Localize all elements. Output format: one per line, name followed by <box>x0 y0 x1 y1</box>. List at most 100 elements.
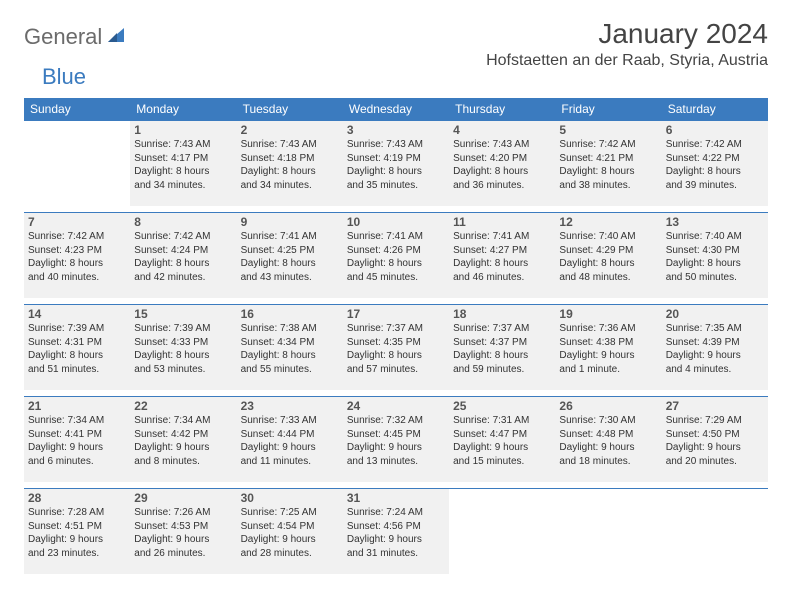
daylight-text: Daylight: 8 hours <box>134 257 232 271</box>
daylight-text: and 39 minutes. <box>666 179 764 193</box>
day-number: 5 <box>559 123 657 137</box>
sunset-text: Sunset: 4:33 PM <box>134 336 232 350</box>
day-number: 22 <box>134 399 232 413</box>
day-number: 8 <box>134 215 232 229</box>
day-info: Sunrise: 7:29 AMSunset: 4:50 PMDaylight:… <box>666 414 764 468</box>
weekday-header: Monday <box>130 98 236 120</box>
daylight-text: and 13 minutes. <box>347 455 445 469</box>
daylight-text: and 34 minutes. <box>241 179 339 193</box>
sunset-text: Sunset: 4:51 PM <box>28 520 126 534</box>
day-info: Sunrise: 7:36 AMSunset: 4:38 PMDaylight:… <box>559 322 657 376</box>
daylight-text: and 1 minute. <box>559 363 657 377</box>
daylight-text: Daylight: 9 hours <box>28 441 126 455</box>
day-info: Sunrise: 7:43 AMSunset: 4:20 PMDaylight:… <box>453 138 551 192</box>
daylight-text: and 51 minutes. <box>28 363 126 377</box>
sunrise-text: Sunrise: 7:42 AM <box>666 138 764 152</box>
daylight-text: Daylight: 9 hours <box>134 441 232 455</box>
calendar-cell <box>449 488 555 574</box>
daylight-text: Daylight: 9 hours <box>559 349 657 363</box>
daylight-text: Daylight: 8 hours <box>453 165 551 179</box>
day-number: 3 <box>347 123 445 137</box>
day-number: 31 <box>347 491 445 505</box>
daylight-text: and 45 minutes. <box>347 271 445 285</box>
month-title: January 2024 <box>486 18 768 50</box>
sunset-text: Sunset: 4:22 PM <box>666 152 764 166</box>
calendar-cell: 22Sunrise: 7:34 AMSunset: 4:42 PMDayligh… <box>130 396 236 482</box>
calendar-cell: 18Sunrise: 7:37 AMSunset: 4:37 PMDayligh… <box>449 304 555 390</box>
sunrise-text: Sunrise: 7:37 AM <box>453 322 551 336</box>
day-info: Sunrise: 7:31 AMSunset: 4:47 PMDaylight:… <box>453 414 551 468</box>
sunrise-text: Sunrise: 7:31 AM <box>453 414 551 428</box>
weekday-header: Wednesday <box>343 98 449 120</box>
calendar-cell: 10Sunrise: 7:41 AMSunset: 4:26 PMDayligh… <box>343 212 449 298</box>
day-cell: 6Sunrise: 7:42 AMSunset: 4:22 PMDaylight… <box>662 120 768 206</box>
logo: General <box>24 18 128 50</box>
sunset-text: Sunset: 4:41 PM <box>28 428 126 442</box>
sunrise-text: Sunrise: 7:33 AM <box>241 414 339 428</box>
day-info: Sunrise: 7:42 AMSunset: 4:21 PMDaylight:… <box>559 138 657 192</box>
day-cell: 2Sunrise: 7:43 AMSunset: 4:18 PMDaylight… <box>237 120 343 206</box>
daylight-text: and 36 minutes. <box>453 179 551 193</box>
weekday-header: Thursday <box>449 98 555 120</box>
sunset-text: Sunset: 4:35 PM <box>347 336 445 350</box>
weekday-header: Saturday <box>662 98 768 120</box>
daylight-text: and 53 minutes. <box>134 363 232 377</box>
day-cell: 8Sunrise: 7:42 AMSunset: 4:24 PMDaylight… <box>130 212 236 298</box>
calendar-week-row: 28Sunrise: 7:28 AMSunset: 4:51 PMDayligh… <box>24 488 768 574</box>
sunrise-text: Sunrise: 7:40 AM <box>559 230 657 244</box>
daylight-text: and 11 minutes. <box>241 455 339 469</box>
daylight-text: and 23 minutes. <box>28 547 126 561</box>
day-number: 30 <box>241 491 339 505</box>
daylight-text: Daylight: 8 hours <box>28 349 126 363</box>
day-cell: 22Sunrise: 7:34 AMSunset: 4:42 PMDayligh… <box>130 396 236 482</box>
calendar-cell: 24Sunrise: 7:32 AMSunset: 4:45 PMDayligh… <box>343 396 449 482</box>
daylight-text: Daylight: 8 hours <box>347 257 445 271</box>
daylight-text: and 20 minutes. <box>666 455 764 469</box>
sunrise-text: Sunrise: 7:43 AM <box>241 138 339 152</box>
daylight-text: Daylight: 9 hours <box>559 441 657 455</box>
day-number: 29 <box>134 491 232 505</box>
sunrise-text: Sunrise: 7:28 AM <box>28 506 126 520</box>
sunrise-text: Sunrise: 7:41 AM <box>241 230 339 244</box>
day-info: Sunrise: 7:34 AMSunset: 4:41 PMDaylight:… <box>28 414 126 468</box>
day-cell: 3Sunrise: 7:43 AMSunset: 4:19 PMDaylight… <box>343 120 449 206</box>
daylight-text: and 35 minutes. <box>347 179 445 193</box>
day-info: Sunrise: 7:33 AMSunset: 4:44 PMDaylight:… <box>241 414 339 468</box>
sunset-text: Sunset: 4:18 PM <box>241 152 339 166</box>
calendar-cell: 7Sunrise: 7:42 AMSunset: 4:23 PMDaylight… <box>24 212 130 298</box>
day-cell: 28Sunrise: 7:28 AMSunset: 4:51 PMDayligh… <box>24 488 130 574</box>
day-number: 27 <box>666 399 764 413</box>
sunset-text: Sunset: 4:37 PM <box>453 336 551 350</box>
sunrise-text: Sunrise: 7:42 AM <box>28 230 126 244</box>
daylight-text: Daylight: 8 hours <box>241 349 339 363</box>
daylight-text: Daylight: 8 hours <box>559 165 657 179</box>
day-info: Sunrise: 7:39 AMSunset: 4:33 PMDaylight:… <box>134 322 232 376</box>
sunrise-text: Sunrise: 7:41 AM <box>347 230 445 244</box>
daylight-text: and 8 minutes. <box>134 455 232 469</box>
sunset-text: Sunset: 4:50 PM <box>666 428 764 442</box>
logo-sail-icon <box>106 26 126 49</box>
day-cell: 25Sunrise: 7:31 AMSunset: 4:47 PMDayligh… <box>449 396 555 482</box>
sunset-text: Sunset: 4:26 PM <box>347 244 445 258</box>
sunrise-text: Sunrise: 7:30 AM <box>559 414 657 428</box>
daylight-text: Daylight: 9 hours <box>347 441 445 455</box>
day-number: 21 <box>28 399 126 413</box>
day-number: 20 <box>666 307 764 321</box>
calendar-cell: 20Sunrise: 7:35 AMSunset: 4:39 PMDayligh… <box>662 304 768 390</box>
daylight-text: Daylight: 8 hours <box>347 165 445 179</box>
calendar-cell: 11Sunrise: 7:41 AMSunset: 4:27 PMDayligh… <box>449 212 555 298</box>
calendar-table: SundayMondayTuesdayWednesdayThursdayFrid… <box>24 98 768 574</box>
daylight-text: and 46 minutes. <box>453 271 551 285</box>
daylight-text: and 43 minutes. <box>241 271 339 285</box>
day-cell: 15Sunrise: 7:39 AMSunset: 4:33 PMDayligh… <box>130 304 236 390</box>
sunset-text: Sunset: 4:54 PM <box>241 520 339 534</box>
calendar-cell: 16Sunrise: 7:38 AMSunset: 4:34 PMDayligh… <box>237 304 343 390</box>
daylight-text: Daylight: 9 hours <box>134 533 232 547</box>
sunrise-text: Sunrise: 7:34 AM <box>134 414 232 428</box>
day-cell: 4Sunrise: 7:43 AMSunset: 4:20 PMDaylight… <box>449 120 555 206</box>
daylight-text: Daylight: 8 hours <box>559 257 657 271</box>
day-info: Sunrise: 7:41 AMSunset: 4:25 PMDaylight:… <box>241 230 339 284</box>
sunrise-text: Sunrise: 7:36 AM <box>559 322 657 336</box>
sunset-text: Sunset: 4:24 PM <box>134 244 232 258</box>
empty-day <box>555 488 661 574</box>
